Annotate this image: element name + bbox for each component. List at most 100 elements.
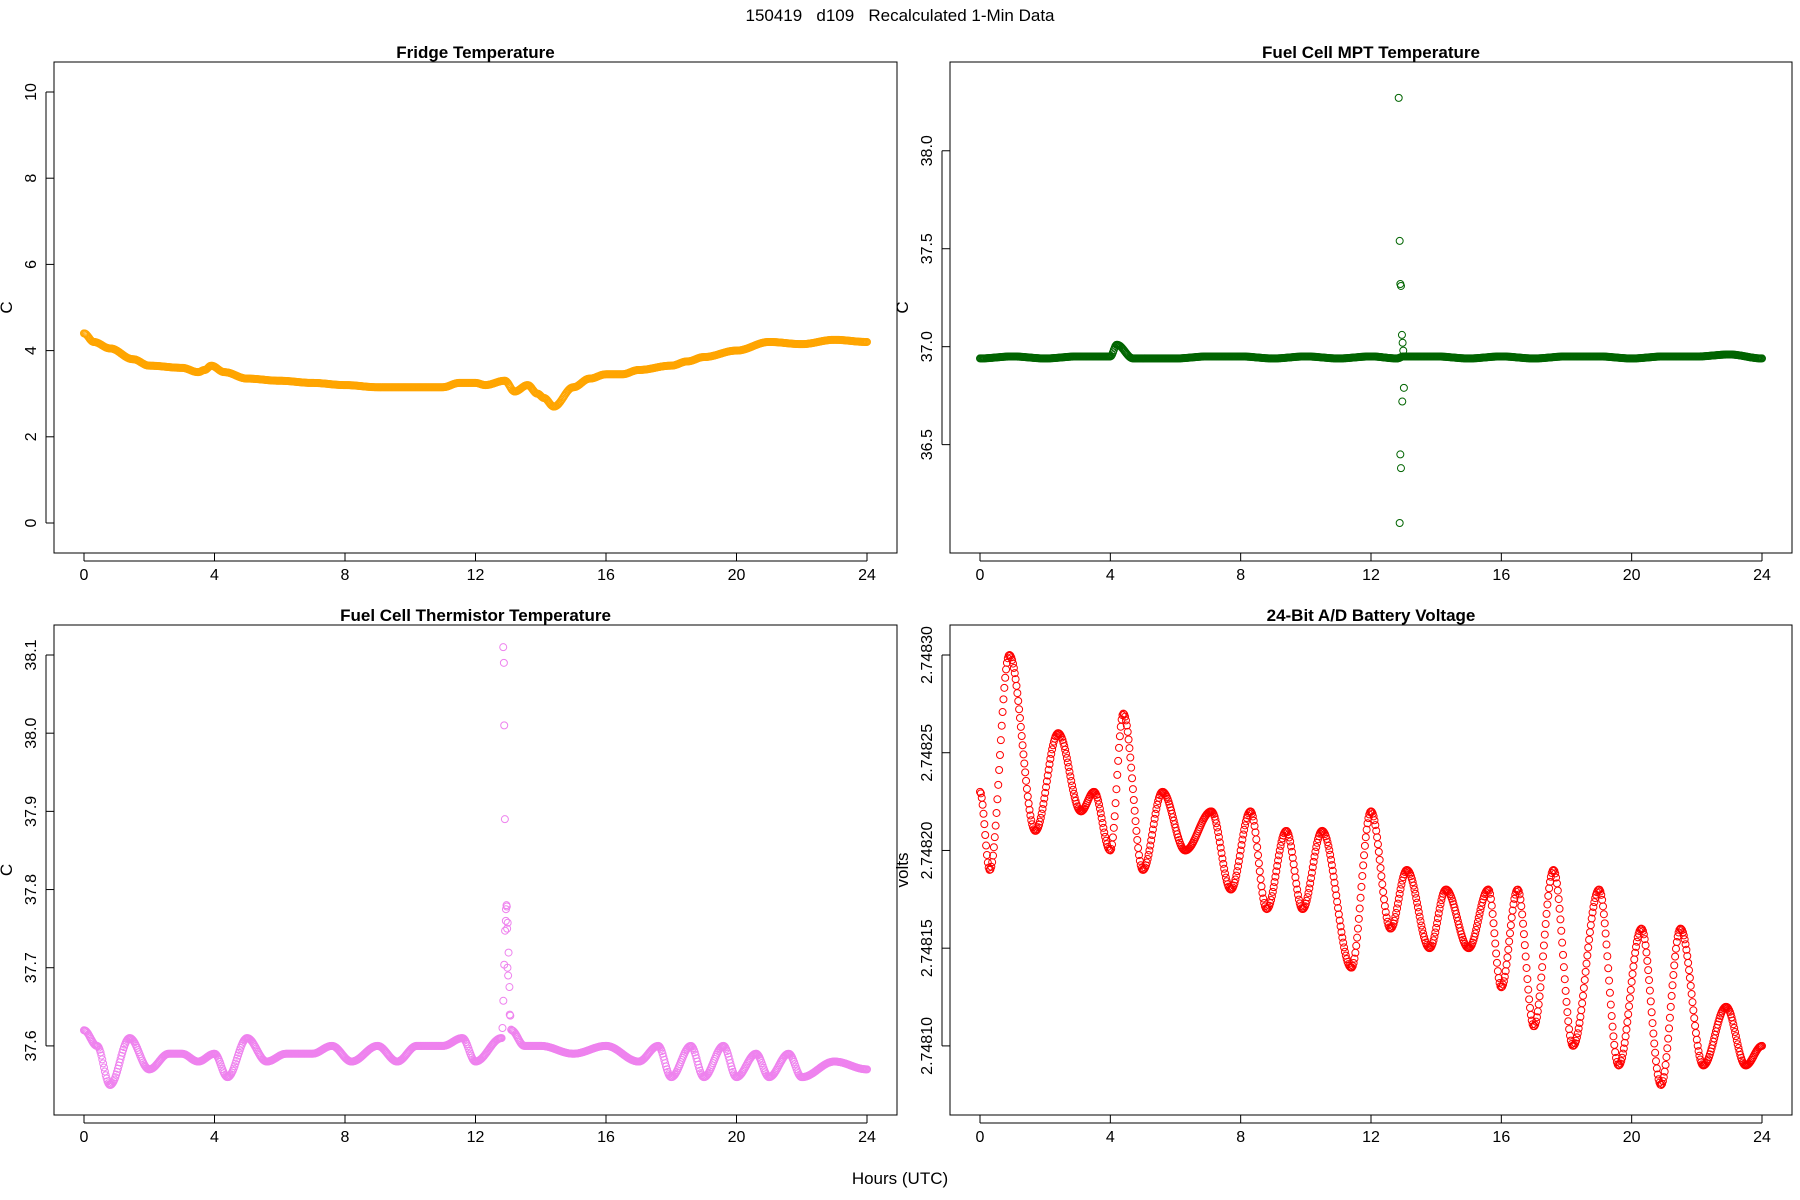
data-point bbox=[1557, 926, 1566, 935]
data-point bbox=[1294, 890, 1303, 899]
data-point bbox=[1488, 909, 1497, 918]
x-tick-label: 24 bbox=[1753, 567, 1771, 584]
data-point bbox=[1048, 745, 1057, 754]
data-point bbox=[1212, 819, 1221, 828]
data-point bbox=[1575, 1019, 1584, 1028]
data-point bbox=[1094, 796, 1103, 805]
data-point bbox=[1275, 846, 1284, 855]
data-point bbox=[1597, 890, 1606, 899]
data-point bbox=[1234, 857, 1243, 866]
data-point bbox=[1474, 913, 1483, 922]
x-tick-label: 24 bbox=[858, 567, 876, 584]
data-point bbox=[1598, 895, 1607, 904]
data-point bbox=[1017, 732, 1026, 741]
data-point bbox=[1420, 932, 1429, 941]
data-point bbox=[1367, 807, 1376, 816]
data-point bbox=[1429, 936, 1438, 945]
data-point bbox=[1569, 1041, 1578, 1050]
data-point bbox=[1047, 749, 1056, 758]
data-point bbox=[1590, 898, 1599, 907]
data-point bbox=[1208, 808, 1217, 817]
data-point bbox=[999, 695, 1008, 704]
data-point bbox=[1250, 822, 1259, 831]
data-point bbox=[1219, 859, 1228, 868]
data-point bbox=[1139, 865, 1148, 874]
data-point bbox=[1221, 869, 1230, 878]
data-point bbox=[1689, 1006, 1698, 1015]
data-point bbox=[1551, 869, 1560, 878]
data-point bbox=[1632, 942, 1641, 951]
data-point bbox=[1023, 792, 1032, 801]
data-point bbox=[1502, 960, 1511, 969]
data-point bbox=[1525, 995, 1534, 1004]
data-point bbox=[989, 843, 998, 852]
data-point bbox=[1570, 1040, 1579, 1049]
data-point bbox=[1503, 953, 1512, 962]
data-point bbox=[1609, 1032, 1618, 1041]
data-point bbox=[1009, 663, 1018, 672]
data-point bbox=[1217, 849, 1226, 858]
data-point bbox=[1214, 828, 1223, 837]
chart-panel-3: Fuel Cell Thermistor Temperature C 0 4 8 12 16… bbox=[0, 606, 898, 1146]
data-point bbox=[1565, 1031, 1574, 1040]
data-point bbox=[1418, 925, 1427, 934]
data-series bbox=[976, 93, 1766, 527]
data-point bbox=[1650, 1039, 1659, 1048]
data-point bbox=[1434, 909, 1443, 918]
data-point bbox=[1101, 832, 1110, 841]
data-point bbox=[990, 833, 999, 842]
data-point bbox=[1645, 986, 1654, 995]
outlier-point bbox=[505, 1010, 514, 1019]
x-tick-label: 12 bbox=[467, 567, 485, 584]
data-point bbox=[1671, 944, 1680, 953]
data-point bbox=[982, 850, 991, 859]
x-tick-label: 24 bbox=[1753, 1129, 1771, 1146]
data-point bbox=[1357, 882, 1366, 891]
data-point bbox=[1607, 1012, 1616, 1021]
data-point bbox=[1254, 859, 1263, 868]
data-point bbox=[1691, 1029, 1700, 1038]
data-point bbox=[996, 736, 1005, 745]
data-point bbox=[1045, 760, 1054, 769]
data-point bbox=[1231, 875, 1240, 884]
data-point bbox=[1211, 815, 1220, 824]
data-point bbox=[1426, 943, 1435, 952]
data-point bbox=[1595, 885, 1604, 894]
data-point bbox=[1672, 938, 1681, 947]
data-point bbox=[1249, 816, 1258, 825]
data-point bbox=[1436, 900, 1445, 909]
data-point bbox=[1579, 991, 1588, 1000]
data-point bbox=[1393, 904, 1402, 913]
x-tick-label: 4 bbox=[1106, 567, 1115, 584]
data-point bbox=[1044, 765, 1053, 774]
data-point bbox=[1387, 923, 1396, 932]
data-point bbox=[998, 708, 1007, 717]
data-point bbox=[1665, 1013, 1674, 1022]
x-tick-label: 0 bbox=[976, 567, 985, 584]
data-point bbox=[1694, 1047, 1703, 1056]
x-tick-label: 16 bbox=[1492, 567, 1510, 584]
data-point bbox=[1572, 1033, 1581, 1042]
data-point bbox=[1106, 846, 1115, 855]
data-point bbox=[1241, 817, 1250, 826]
data-point bbox=[981, 830, 990, 839]
data-point bbox=[1556, 915, 1565, 924]
data-point bbox=[1121, 716, 1130, 725]
data-point bbox=[99, 1059, 108, 1068]
data-point bbox=[1513, 885, 1522, 894]
data-point bbox=[1259, 894, 1268, 903]
data-point bbox=[1651, 1048, 1660, 1057]
x-tick-label: 4 bbox=[210, 567, 219, 584]
x-tick-label: 16 bbox=[597, 1129, 615, 1146]
data-point bbox=[1009, 659, 1018, 668]
data-point bbox=[1486, 894, 1495, 903]
data-point bbox=[1160, 788, 1169, 797]
data-point bbox=[1519, 919, 1528, 928]
outlier-point bbox=[1395, 519, 1404, 527]
data-point bbox=[1532, 1017, 1541, 1026]
chart-title: Fuel Cell Thermistor Temperature bbox=[340, 606, 611, 625]
data-point bbox=[1493, 967, 1502, 976]
data-point bbox=[987, 862, 996, 871]
y-tick-label: 8 bbox=[23, 174, 40, 183]
data-point bbox=[1329, 872, 1338, 881]
